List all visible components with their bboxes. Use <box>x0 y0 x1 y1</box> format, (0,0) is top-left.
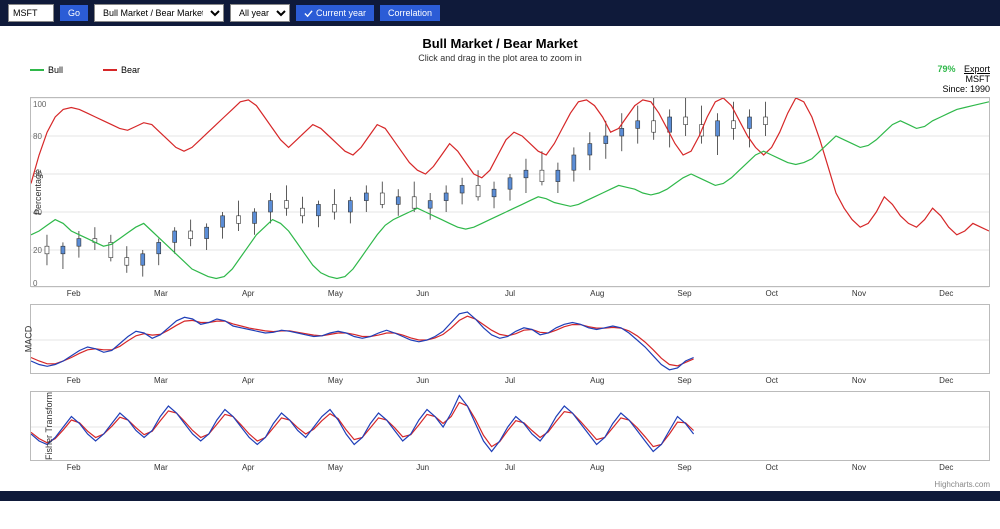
macd-xaxis: FebMarAprMayJunJulAugSepOctNovDec <box>30 376 990 385</box>
month-label: Feb <box>30 289 117 298</box>
month-label: Apr <box>205 289 292 298</box>
main-xaxis: FebMarAprMayJunJulAugSepOctNovDec <box>30 289 990 298</box>
month-label: May <box>292 463 379 472</box>
since-label: Since: 1990 <box>942 84 990 94</box>
bear-swatch <box>103 69 117 71</box>
export-link[interactable]: Export <box>964 64 990 74</box>
month-label: May <box>292 376 379 385</box>
correlation-button[interactable]: Correlation <box>380 5 440 21</box>
legend-bear[interactable]: Bear <box>103 65 140 75</box>
month-label: Dec <box>903 289 990 298</box>
month-label: Sep <box>641 376 728 385</box>
svg-text:0: 0 <box>33 279 38 288</box>
month-label: Aug <box>554 463 641 472</box>
month-label: Jun <box>379 376 466 385</box>
month-label: Jun <box>379 289 466 298</box>
svg-text:100: 100 <box>33 100 47 109</box>
macd-ylabel: MACD <box>23 325 33 352</box>
month-label: Dec <box>903 463 990 472</box>
month-label: Sep <box>641 289 728 298</box>
month-label: Jul <box>466 289 553 298</box>
svg-text:80: 80 <box>33 132 42 141</box>
month-label: Aug <box>554 289 641 298</box>
month-label: Jun <box>379 463 466 472</box>
main-ylabel: Percentage <box>33 169 43 215</box>
fisher-ylabel: Fisher Transform <box>44 392 54 460</box>
years-select[interactable]: All years <box>230 4 290 22</box>
go-button[interactable]: Go <box>60 5 88 21</box>
month-label: Nov <box>815 289 902 298</box>
main-chart-panel[interactable]: Percentage 020406080100 <box>30 97 990 287</box>
current-year-button[interactable]: Current year <box>296 5 374 21</box>
svg-text:20: 20 <box>33 246 42 255</box>
ticker-label: MSFT <box>966 74 991 84</box>
chart-area: Bull Market / Bear Market Click and drag… <box>0 26 1000 480</box>
month-label: Feb <box>30 463 117 472</box>
fisher-xaxis: FebMarAprMayJunJulAugSepOctNovDec <box>30 463 990 472</box>
month-label: Aug <box>554 376 641 385</box>
legend-bear-label: Bear <box>121 65 140 75</box>
month-label: Apr <box>205 376 292 385</box>
month-label: May <box>292 289 379 298</box>
top-toolbar: Go Bull Market / Bear Market All years C… <box>0 0 1000 26</box>
month-label: Oct <box>728 463 815 472</box>
right-info: 79% Export MSFT Since: 1990 <box>937 65 990 95</box>
month-label: Nov <box>815 463 902 472</box>
bull-swatch <box>30 69 44 71</box>
month-label: Jul <box>466 463 553 472</box>
macd-chart-panel[interactable]: MACD <box>30 304 990 374</box>
month-label: Sep <box>641 463 728 472</box>
bottom-bar <box>0 491 1000 501</box>
check-icon <box>304 9 313 18</box>
ticker-input[interactable] <box>8 4 54 22</box>
month-label: Apr <box>205 463 292 472</box>
month-label: Oct <box>728 289 815 298</box>
legend-bull-label: Bull <box>48 65 63 75</box>
credit-label: Highcharts.com <box>0 480 1000 491</box>
indicator-select[interactable]: Bull Market / Bear Market <box>94 4 224 22</box>
month-label: Oct <box>728 376 815 385</box>
month-label: Mar <box>117 463 204 472</box>
month-label: Mar <box>117 376 204 385</box>
chart-subtitle: Click and drag in the plot area to zoom … <box>10 53 990 63</box>
legend-bull[interactable]: Bull <box>30 65 63 75</box>
macd-chart-svg <box>31 305 989 375</box>
month-label: Dec <box>903 376 990 385</box>
pct-value: 79% <box>937 64 955 74</box>
fisher-chart-panel[interactable]: Fisher Transform <box>30 391 990 461</box>
main-chart-svg: 020406080100 <box>31 98 989 288</box>
fisher-chart-svg <box>31 392 989 462</box>
legend-row: Bull Bear 79% Export MSFT Since: 1990 <box>30 65 990 95</box>
month-label: Jul <box>466 376 553 385</box>
month-label: Mar <box>117 289 204 298</box>
month-label: Nov <box>815 376 902 385</box>
current-year-label: Current year <box>316 8 366 18</box>
month-label: Feb <box>30 376 117 385</box>
chart-title: Bull Market / Bear Market <box>10 36 990 51</box>
